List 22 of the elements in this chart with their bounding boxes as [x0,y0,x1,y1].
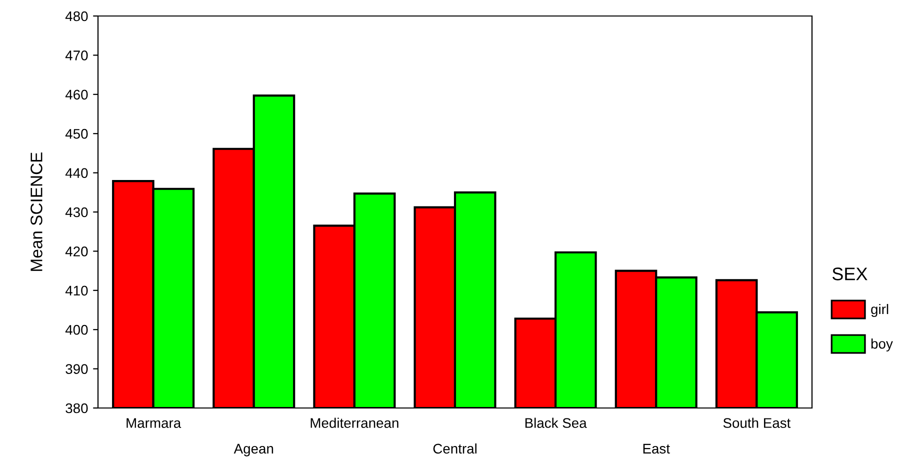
y-tick-label: 440 [65,168,88,178]
y-tick-label: 380 [66,403,88,414]
y-tick-label: 470 [65,50,88,60]
y-tick-label: 460 [65,90,88,100]
y-tick-label: 450 [65,128,88,139]
x-tick-label: Marmara [126,418,182,428]
legend-label: girl [871,304,888,317]
x-tick-label: East [643,444,670,454]
x-tick-label: Central [433,443,476,454]
x-tick-label: South East [723,418,791,428]
x-tick-label: Black Sea [525,418,587,428]
y-tick-label: 400 [65,324,88,335]
x-tick-label: Agean [234,444,274,456]
y-axis-title: Mean SCIENCE [30,152,42,271]
y-tick-label: 390 [66,364,88,374]
y-tick-label: 430 [65,207,88,218]
y-tick-label: 410 [65,286,88,296]
legend-label: boy [871,338,893,352]
y-tick-label: 480 [65,11,88,22]
x-tick-label: Mediterranean [310,418,398,428]
legend-title: SEX [832,268,868,280]
y-tick-label: 420 [65,246,88,256]
